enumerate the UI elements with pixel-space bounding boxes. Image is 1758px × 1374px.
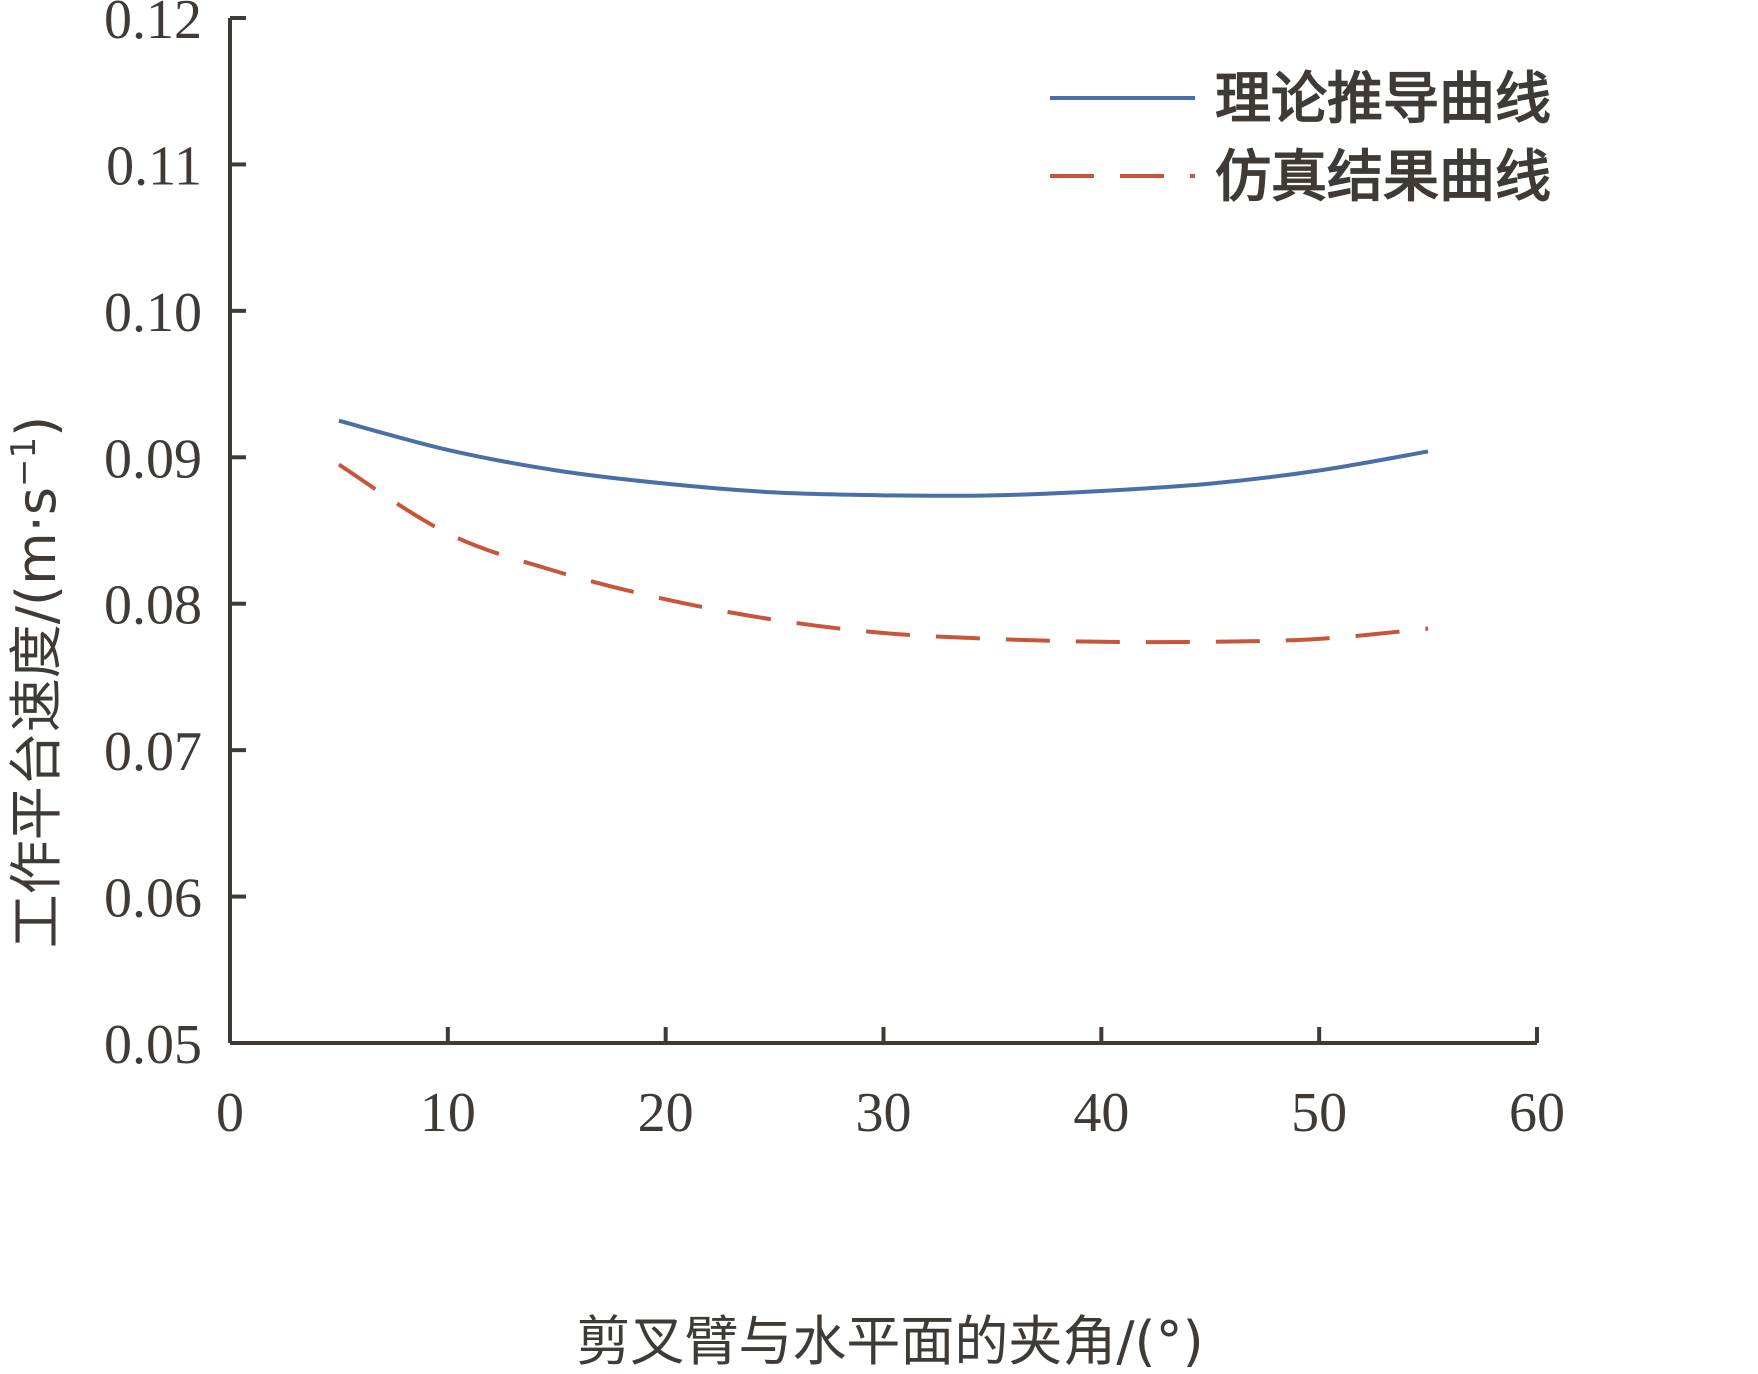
legend-label-simulation: 仿真结果曲线 — [1215, 145, 1551, 210]
y-axis-title-group: 工作平台速度/(m·s−1) — [4, 416, 68, 948]
y-tick-label: 0.07 — [104, 721, 202, 783]
legend-label-theory: 理论推导曲线 — [1215, 67, 1551, 132]
x-tick-label: 30 — [856, 1082, 912, 1144]
y-axis-title-superscript: −1 — [4, 437, 44, 487]
y-tick-label: 0.09 — [104, 428, 202, 490]
y-tick-label: 0.08 — [104, 575, 202, 637]
y-tick-label: 0.12 — [104, 0, 202, 51]
y-axis-title-close: ) — [5, 416, 68, 437]
y-tick-label: 0.11 — [106, 135, 202, 197]
x-tick-label: 10 — [420, 1082, 476, 1144]
y-tick-label: 0.05 — [104, 1014, 202, 1076]
series-line-simulation — [337, 462, 1429, 645]
y-axis-title-main: 工作平台速度/(m·s — [5, 487, 68, 948]
y-tick-label: 0.06 — [104, 868, 202, 930]
x-tick-label: 40 — [1073, 1082, 1129, 1144]
y-ticks: 0.05 0.06 0.07 0.08 0.09 0.10 0.11 0.12 — [104, 0, 246, 1076]
series-layer — [337, 418, 1429, 645]
y-axis-title: 工作平台速度/(m·s−1) — [4, 416, 68, 948]
x-tick-label: 0 — [216, 1082, 244, 1144]
x-tick-label: 50 — [1291, 1082, 1347, 1144]
y-tick-label: 0.10 — [104, 282, 202, 344]
x-tick-label: 20 — [638, 1082, 694, 1144]
x-tick-label: 60 — [1509, 1082, 1565, 1144]
x-ticks: 0 10 20 30 40 50 60 — [216, 1027, 1565, 1144]
series-line-theory — [338, 418, 1429, 498]
x-axis-title: 剪叉臂与水平面的夹角/(°) — [576, 1310, 1203, 1373]
